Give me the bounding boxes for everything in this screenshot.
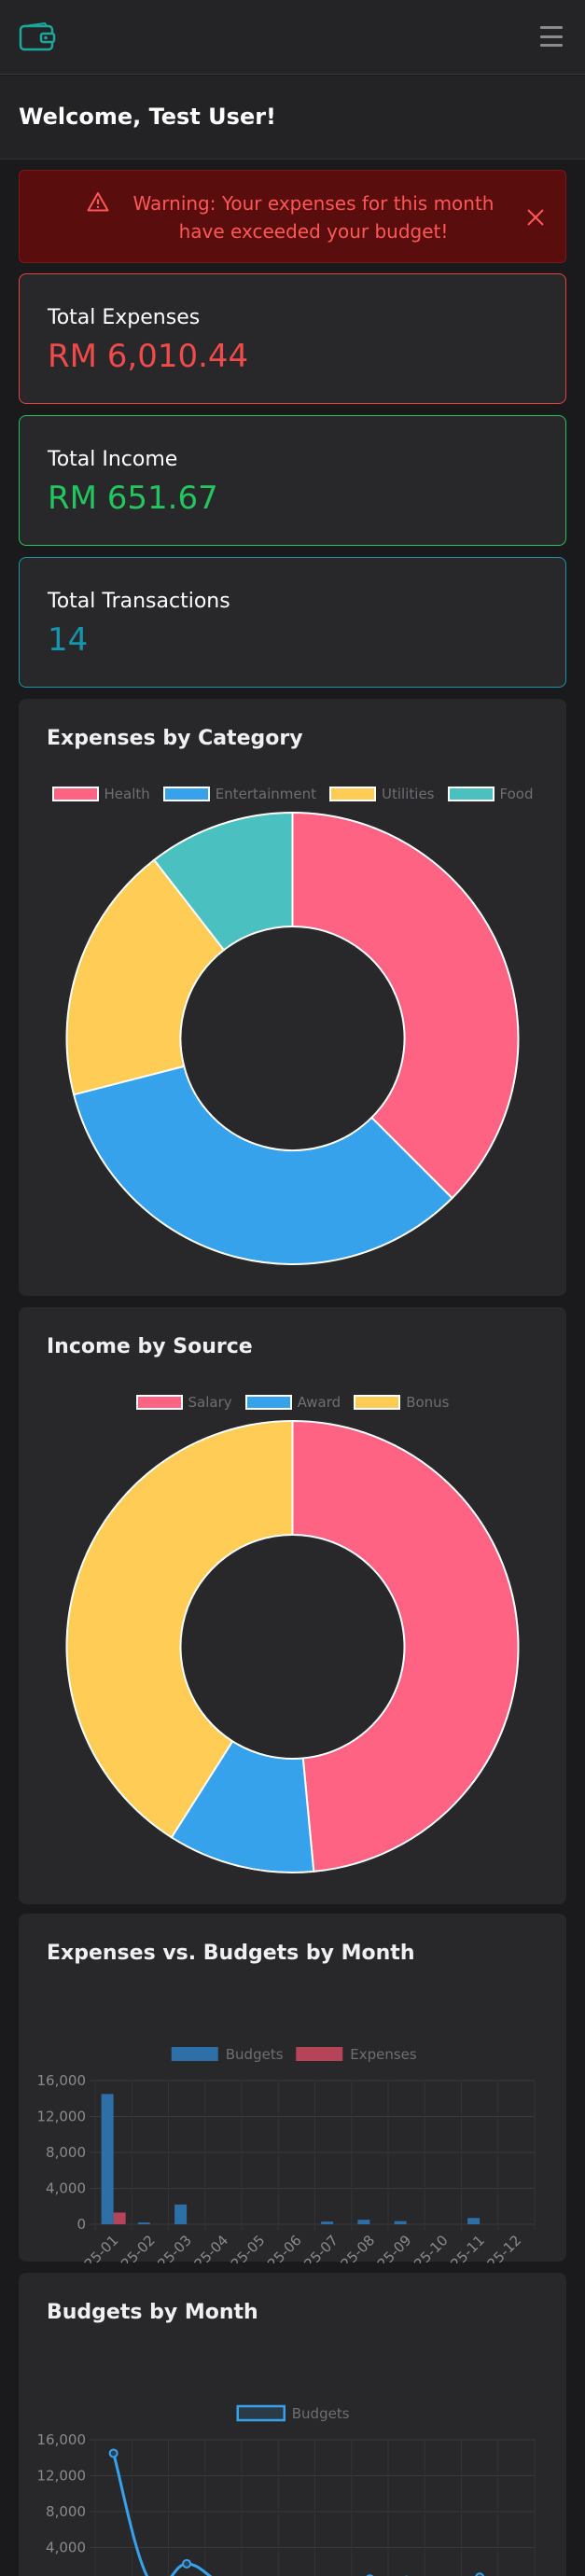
legend-label: Food (499, 786, 534, 802)
grid (90, 2439, 536, 2576)
slice-utilities[interactable] (65, 858, 226, 1096)
legend-swatch (296, 2047, 343, 2061)
y-tick-label: 12,000 (37, 2109, 87, 2125)
legend-swatch (244, 1395, 292, 1410)
chart-legend: Health Entertainment Utilities Food (19, 786, 566, 802)
wallet-icon[interactable] (19, 22, 56, 52)
slice-entertainment[interactable] (72, 1065, 454, 1265)
y-tick-label: 12,000 (37, 2468, 87, 2485)
legend-label: Salary (188, 1394, 232, 1411)
slice-food[interactable] (152, 811, 294, 952)
grid (90, 2080, 536, 2230)
legend-item-award[interactable]: Award (244, 1394, 341, 1411)
legend-item-budgets[interactable]: Budgets (171, 2046, 284, 2063)
chart-title: Budgets by Month (47, 2301, 258, 2324)
point-budgets-2025-03[interactable] (182, 2558, 192, 2569)
legend-item-expenses[interactable]: Expenses (296, 2046, 417, 2063)
legend-label: Budgets (226, 2046, 284, 2063)
bar-budgets-2025-08[interactable] (357, 2220, 370, 2224)
total-expenses-card: Total Expenses RM 6,010.44 (19, 273, 566, 404)
legend-label: Award (297, 1394, 341, 1411)
legend-label: Entertainment (215, 786, 317, 802)
bar-budgets-2025-03[interactable] (174, 2204, 188, 2224)
chart-legend: Salary Award Bonus (19, 1394, 566, 1411)
y-tick-label: 8,000 (46, 2503, 86, 2520)
y-tick-label: 8,000 (46, 2144, 86, 2161)
welcome-banner: Welcome, Test User! (0, 76, 585, 160)
legend-item-health[interactable]: Health (51, 786, 150, 802)
legend-swatch (135, 1395, 183, 1410)
legend-swatch (236, 2404, 286, 2422)
total-income-card: Total Income RM 651.67 (19, 415, 566, 546)
slice-salary[interactable] (291, 1419, 520, 1873)
legend-item-budgets[interactable]: Budgets (236, 2404, 350, 2422)
y-tick-label: 4,000 (46, 2540, 86, 2556)
point-budgets-2025-01[interactable] (108, 2448, 118, 2458)
card-label: Total Income (48, 448, 178, 471)
slice-bonus[interactable] (65, 1419, 294, 1839)
legend-swatch (162, 787, 210, 801)
y-tick-label: 16,000 (37, 2072, 87, 2089)
hamburger-icon[interactable] (540, 26, 563, 47)
card-label: Total Transactions (48, 590, 230, 613)
bar-budgets-2025-01[interactable] (101, 2094, 114, 2224)
expenses-by-category-panel: Expenses by Category Health Entertainment… (19, 699, 566, 1296)
income-by-source-panel: Income by Source Salary Award Bonus (19, 1307, 566, 1904)
warning-triangle-icon (87, 192, 109, 212)
legend-item-entertainment[interactable]: Entertainment (162, 786, 317, 802)
total-expenses-value: RM 6,010.44 (48, 338, 249, 375)
x-tick-label: 2025-01 (68, 2232, 121, 2263)
legend-swatch (447, 787, 494, 801)
bar-budgets-2025-09[interactable] (394, 2221, 407, 2224)
legend-item-food[interactable]: Food (447, 786, 534, 802)
legend-item-utilities[interactable]: Utilities (329, 786, 435, 802)
close-icon[interactable] (524, 206, 547, 229)
legend-swatch (51, 787, 99, 801)
legend-item-salary[interactable]: Salary (135, 1394, 232, 1411)
y-tick-label: 16,000 (37, 2431, 87, 2448)
chart-title: Income by Source (47, 1335, 253, 1358)
chart-title: Expenses by Category (47, 727, 303, 750)
expenses-vs-budgets-bar-chart: Budgets Expenses 0 4,000 8,000 12,000 16,000 20… (37, 2046, 536, 2263)
expenses-vs-budgets-panel: Expenses vs. Budgets by Month Budgets Exp… (19, 1914, 566, 2263)
legend-label: Bonus (406, 1394, 450, 1411)
y-tick-label: 0 (77, 2216, 86, 2233)
legend-label: Health (104, 786, 150, 802)
expenses-doughnut-chart (65, 811, 520, 1265)
legend-item-bonus[interactable]: Bonus (354, 1394, 449, 1411)
legend-label: Expenses (350, 2046, 417, 2063)
bar-expenses-2025-01[interactable] (113, 2212, 126, 2224)
alert-message: Warning: Your expenses for this month ha… (132, 192, 494, 243)
bar-budgets-2025-11[interactable] (467, 2218, 481, 2224)
total-transactions-value: 14 (48, 621, 89, 659)
card-label: Total Expenses (48, 306, 201, 329)
budget-warning-alert: Warning: Your expenses for this month ha… (19, 170, 566, 263)
legend-swatch (354, 1395, 401, 1410)
total-transactions-card: Total Transactions 14 (19, 557, 566, 688)
income-doughnut-chart (65, 1419, 520, 1873)
point-budgets-2025-11[interactable] (475, 2572, 484, 2576)
legend-label: Utilities (382, 786, 435, 802)
y-tick-label: 4,000 (46, 2180, 86, 2197)
bar-budgets-2025-07[interactable] (321, 2221, 334, 2224)
budgets-by-month-panel: Budgets by Month Budgets04,0008,00012,00… (19, 2273, 566, 2576)
slice-health[interactable] (291, 811, 520, 1200)
total-income-value: RM 651.67 (48, 480, 218, 517)
bar-budgets-2025-02[interactable] (137, 2222, 150, 2224)
legend-swatch (329, 787, 377, 801)
legend-swatch (171, 2047, 218, 2061)
chart-title: Expenses vs. Budgets by Month (47, 1942, 415, 1965)
legend-label: Budgets (292, 2405, 350, 2422)
welcome-heading: Welcome, Test User! (19, 104, 276, 130)
top-navbar (0, 0, 585, 75)
budgets-line-chart: Budgets04,0008,00012,00016,0002025-01202… (37, 2404, 536, 2576)
